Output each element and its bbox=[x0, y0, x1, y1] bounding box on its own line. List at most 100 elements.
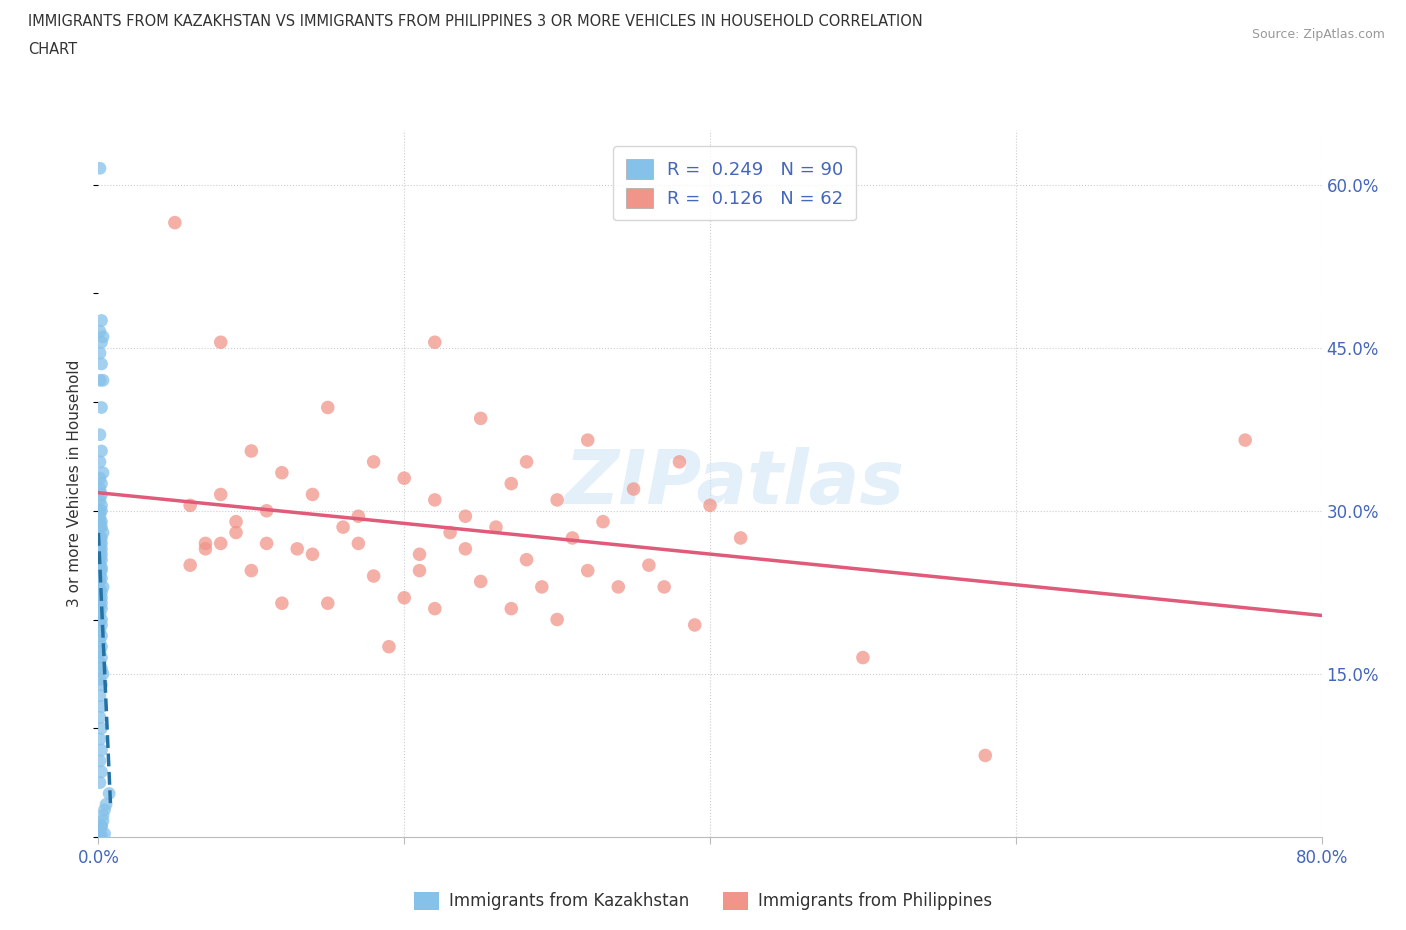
Point bbox=[89, 346, 111, 361]
Point bbox=[90, 552, 112, 567]
Point bbox=[347, 509, 370, 524]
Point bbox=[89, 688, 111, 703]
Point bbox=[90, 498, 112, 512]
Point bbox=[485, 520, 508, 535]
Point bbox=[89, 574, 111, 589]
Point bbox=[270, 465, 292, 480]
Point bbox=[90, 639, 112, 654]
Point bbox=[90, 335, 112, 350]
Point bbox=[89, 541, 111, 556]
Point bbox=[516, 455, 538, 470]
Point bbox=[179, 498, 201, 512]
Point bbox=[623, 482, 645, 497]
Point bbox=[90, 650, 112, 665]
Point bbox=[90, 530, 112, 545]
Point bbox=[501, 476, 523, 491]
Point bbox=[90, 677, 112, 692]
Point bbox=[576, 432, 599, 447]
Point bbox=[89, 614, 111, 629]
Point bbox=[256, 503, 278, 518]
Point bbox=[90, 571, 112, 586]
Point bbox=[974, 748, 997, 763]
Point bbox=[89, 471, 111, 485]
Point bbox=[90, 764, 112, 779]
Point bbox=[90, 629, 112, 644]
Point bbox=[89, 455, 111, 470]
Point bbox=[89, 753, 111, 768]
Point bbox=[89, 536, 111, 551]
Point bbox=[209, 487, 232, 502]
Point bbox=[91, 813, 114, 828]
Legend: Immigrants from Kazakhstan, Immigrants from Philippines: Immigrants from Kazakhstan, Immigrants f… bbox=[408, 885, 998, 917]
Point bbox=[194, 536, 217, 551]
Point bbox=[90, 818, 112, 833]
Point bbox=[194, 541, 217, 556]
Point bbox=[89, 520, 111, 535]
Point bbox=[546, 612, 568, 627]
Point bbox=[516, 552, 538, 567]
Point bbox=[89, 588, 111, 603]
Point bbox=[546, 493, 568, 508]
Point bbox=[852, 650, 875, 665]
Point bbox=[89, 493, 111, 508]
Point bbox=[89, 732, 111, 747]
Point bbox=[89, 530, 111, 545]
Point bbox=[90, 699, 112, 714]
Point bbox=[561, 530, 583, 545]
Point bbox=[89, 161, 111, 176]
Text: Source: ZipAtlas.com: Source: ZipAtlas.com bbox=[1251, 28, 1385, 41]
Point bbox=[89, 671, 111, 686]
Point bbox=[240, 444, 263, 458]
Point bbox=[347, 536, 370, 551]
Point bbox=[225, 525, 247, 540]
Point bbox=[89, 592, 111, 607]
Point bbox=[89, 656, 111, 671]
Point bbox=[90, 742, 112, 757]
Point bbox=[89, 324, 111, 339]
Point bbox=[91, 329, 114, 344]
Point bbox=[89, 644, 111, 659]
Point bbox=[90, 541, 112, 556]
Point bbox=[91, 808, 114, 823]
Point bbox=[90, 601, 112, 616]
Point bbox=[423, 335, 446, 350]
Point bbox=[652, 579, 675, 594]
Point bbox=[89, 509, 111, 524]
Point bbox=[91, 465, 114, 480]
Point bbox=[301, 547, 323, 562]
Point bbox=[89, 427, 111, 442]
Point bbox=[90, 444, 112, 458]
Point bbox=[89, 828, 111, 843]
Point bbox=[90, 564, 112, 578]
Point bbox=[1234, 432, 1257, 447]
Point bbox=[90, 514, 112, 529]
Point bbox=[90, 591, 112, 605]
Point bbox=[89, 503, 111, 518]
Point bbox=[730, 530, 752, 545]
Point bbox=[90, 596, 112, 611]
Point bbox=[179, 558, 201, 573]
Point bbox=[316, 400, 339, 415]
Point bbox=[91, 579, 114, 594]
Point bbox=[576, 564, 599, 578]
Point bbox=[439, 525, 461, 540]
Point bbox=[89, 373, 111, 388]
Y-axis label: 3 or more Vehicles in Household: 3 or more Vehicles in Household bbox=[67, 360, 83, 607]
Point bbox=[89, 552, 111, 567]
Point bbox=[90, 503, 112, 518]
Point bbox=[90, 487, 112, 502]
Point bbox=[408, 564, 430, 578]
Point bbox=[501, 601, 523, 616]
Point bbox=[454, 509, 477, 524]
Point bbox=[285, 541, 308, 556]
Point bbox=[408, 547, 430, 562]
Point bbox=[470, 411, 492, 426]
Point bbox=[90, 612, 112, 627]
Point bbox=[90, 721, 112, 736]
Text: CHART: CHART bbox=[28, 42, 77, 57]
Text: ZIPatlas: ZIPatlas bbox=[564, 447, 904, 520]
Point bbox=[89, 710, 111, 724]
Point bbox=[90, 829, 112, 844]
Point bbox=[93, 826, 115, 841]
Point bbox=[90, 661, 112, 676]
